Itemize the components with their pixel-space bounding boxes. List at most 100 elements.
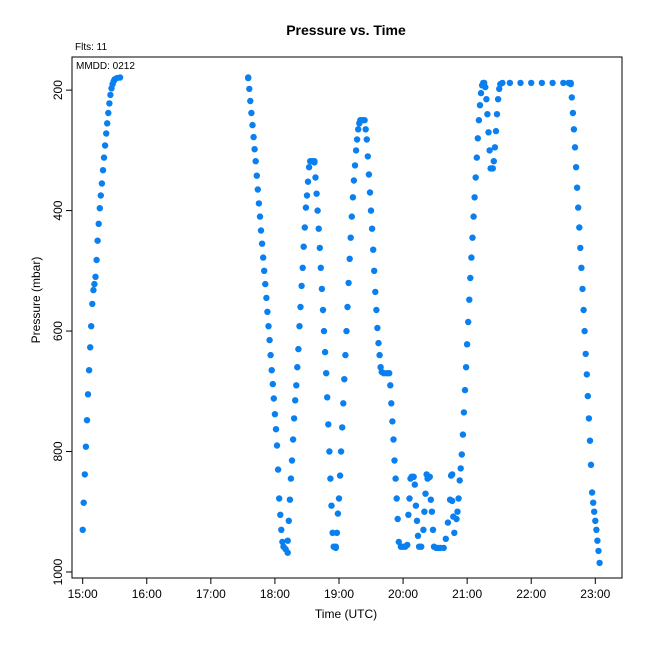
data-point: [577, 244, 584, 252]
data-point: [292, 397, 299, 404]
data-point: [579, 285, 586, 293]
data-point: [421, 508, 428, 515]
data-point: [506, 79, 514, 87]
data-point: [575, 204, 582, 211]
data-point: [253, 172, 260, 179]
data-point: [94, 237, 101, 244]
data-point: [97, 192, 105, 199]
data-point: [372, 288, 379, 296]
data-point: [300, 243, 307, 250]
data-point: [591, 508, 598, 515]
data-point: [261, 267, 268, 274]
data-point: [254, 186, 261, 193]
data-point: [569, 109, 577, 117]
data-point: [311, 159, 318, 166]
data-point: [572, 164, 580, 171]
data-point: [321, 348, 329, 356]
data-point: [107, 91, 114, 99]
data-point: [334, 510, 342, 517]
data-point: [315, 225, 322, 232]
data-point: [429, 526, 437, 533]
data-point: [455, 495, 462, 502]
data-point: [324, 394, 331, 401]
data-point: [352, 147, 360, 154]
data-point: [353, 136, 361, 143]
y-axis-label: Pressure (mbar): [29, 257, 43, 344]
data-point: [491, 144, 499, 151]
data-point: [418, 543, 425, 550]
data-point: [368, 225, 376, 232]
x-tick-label: 18:00: [260, 587, 290, 601]
data-point: [335, 495, 343, 502]
data-point: [81, 471, 89, 478]
data-point: [517, 79, 524, 87]
data-point: [467, 274, 474, 282]
data-point: [262, 280, 269, 288]
data-point: [366, 189, 374, 196]
data-point: [271, 411, 279, 418]
data-point: [252, 158, 259, 165]
data-point: [573, 184, 581, 191]
data-point: [332, 543, 339, 550]
data-point: [364, 153, 371, 160]
data-point: [85, 367, 93, 374]
data-point: [289, 436, 297, 443]
data-point: [87, 344, 94, 351]
data-point: [314, 207, 321, 214]
flights-annotation: Flts: 11: [75, 42, 107, 53]
data-point: [323, 370, 330, 377]
data-point: [336, 472, 344, 479]
data-point: [587, 461, 595, 468]
data-point: [363, 136, 370, 143]
data-point: [388, 400, 395, 407]
data-point: [567, 80, 574, 88]
data-point: [247, 97, 254, 105]
data-point: [105, 109, 112, 117]
x-tick-label: 15:00: [68, 587, 98, 601]
data-point: [395, 538, 402, 546]
data-point: [269, 380, 276, 388]
data-point: [570, 126, 578, 133]
data-point: [449, 497, 456, 505]
data-point: [302, 204, 310, 211]
data-point: [486, 147, 493, 154]
data-point: [499, 79, 506, 87]
data-point: [483, 96, 490, 103]
data-point: [288, 457, 296, 464]
data-point: [584, 392, 591, 400]
data-point: [588, 489, 596, 496]
data-point: [279, 538, 286, 546]
data-point: [463, 341, 471, 348]
data-point: [426, 473, 433, 480]
data-point: [245, 74, 252, 82]
data-point: [294, 364, 301, 371]
data-point: [592, 517, 599, 524]
data-point: [493, 111, 501, 118]
data-point: [412, 502, 420, 509]
data-point: [444, 519, 452, 526]
data-point: [255, 200, 263, 207]
data-point: [337, 448, 345, 455]
data-point: [580, 306, 587, 314]
plot-frame: [71, 56, 623, 579]
data-point: [342, 351, 349, 359]
data-point: [406, 495, 413, 502]
data-point: [106, 100, 113, 107]
data-point: [318, 285, 326, 293]
data-point: [285, 517, 292, 524]
data-point: [477, 89, 485, 97]
data-point: [474, 135, 481, 142]
data-point: [98, 180, 106, 187]
data-point: [470, 213, 477, 220]
data-point: [348, 213, 355, 220]
data-point: [457, 465, 464, 472]
data-point: [293, 382, 300, 389]
data-point: [276, 495, 283, 502]
data-point: [284, 537, 291, 544]
data-point: [440, 544, 447, 552]
data-point: [596, 559, 603, 567]
data-point: [595, 547, 602, 555]
data-point: [484, 111, 491, 118]
data-point: [343, 327, 350, 335]
data-point: [248, 109, 255, 117]
